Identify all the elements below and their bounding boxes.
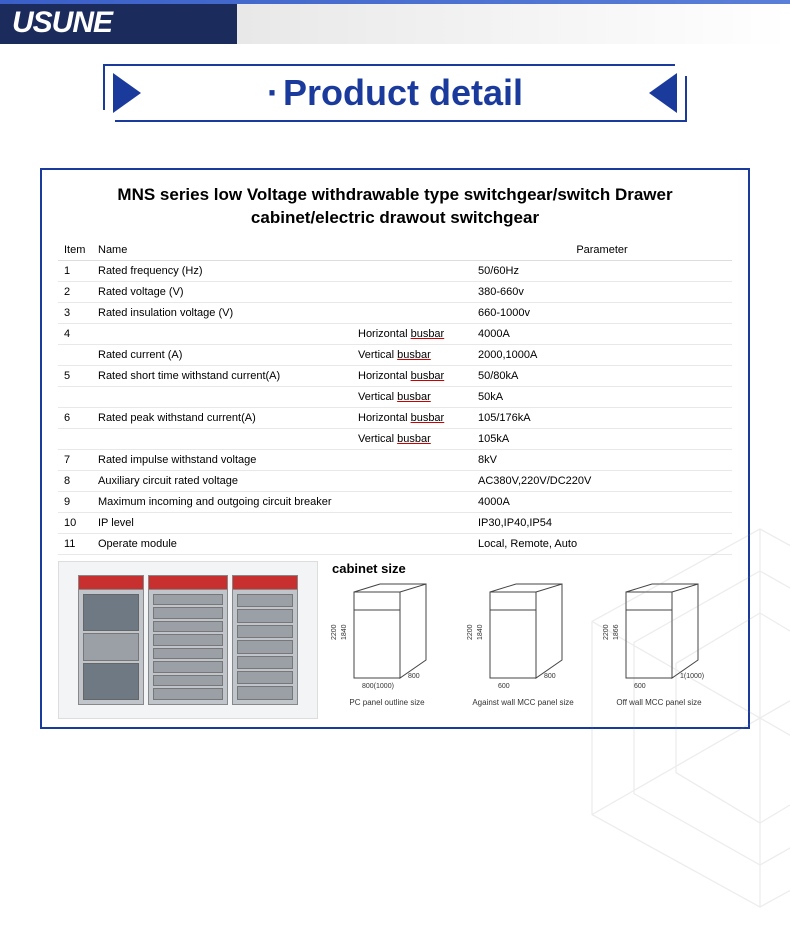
table-row: 11Operate moduleLocal, Remote, Auto [58,533,732,554]
spec-card: MNS series low Voltage withdrawable type… [40,168,750,729]
bottom-row: cabinet size 22001840800(1000)800PC pane… [58,561,732,719]
table-row: 7Rated impulse withstand voltage8kV [58,449,732,470]
table-row: 2Rated voltage (V)380-660v [58,281,732,302]
svg-text:800: 800 [408,673,420,680]
spec-table: Item Name Parameter 1Rated frequency (Hz… [58,240,732,555]
table-row: 8Auxiliary circuit rated voltageAC380V,2… [58,470,732,491]
table-row: Vertical busbar105kA [58,428,732,449]
product-photo [58,561,318,719]
svg-text:1840: 1840 [477,624,484,640]
col-name: Name [92,240,472,261]
table-row: 9Maximum incoming and outgoing circuit b… [58,491,732,512]
table-row: 10IP levelIP30,IP40,IP54 [58,512,732,533]
sizes-title: cabinet size [332,561,732,576]
svg-text:1(1000): 1(1000) [680,673,704,680]
svg-text:2200: 2200 [331,624,338,640]
svg-text:2200: 2200 [467,624,474,640]
svg-text:1840: 1840 [341,624,348,640]
banner: Product detail [103,64,687,122]
size-diagram: 22001840600800Against wall MCC panel siz… [464,582,582,707]
table-row: 4Horizontal busbar4000A [58,323,732,344]
arrow-left-icon [113,73,141,113]
svg-text:600: 600 [498,683,510,690]
top-bar: USUNE [0,0,790,44]
col-item: Item [58,240,92,261]
table-row: 1Rated frequency (Hz)50/60Hz [58,260,732,281]
col-param: Parameter [472,240,732,261]
svg-text:1866: 1866 [613,624,620,640]
svg-text:2200: 2200 [603,624,610,640]
svg-text:800: 800 [544,673,556,680]
cabinet-sizes: cabinet size 22001840800(1000)800PC pane… [328,561,732,719]
size-diagram: 22001840800(1000)800PC panel outline siz… [328,582,446,707]
card-title: MNS series low Voltage withdrawable type… [58,184,732,230]
table-row: Rated current (A)Vertical busbar2000,100… [58,344,732,365]
svg-text:600: 600 [634,683,646,690]
table-row: 3Rated insulation voltage (V)660-1000v [58,302,732,323]
arrow-right-icon [649,73,677,113]
table-row: Vertical busbar50kA [58,386,732,407]
brand-logo: USUNE [12,6,112,40]
size-diagram: 220018666001(1000)Off wall MCC panel siz… [600,582,718,707]
svg-text:800(1000): 800(1000) [362,683,394,690]
table-header: Item Name Parameter [58,240,732,261]
table-row: 6Rated peak withstand current(A)Horizont… [58,407,732,428]
table-row: 5Rated short time withstand current(A)Ho… [58,365,732,386]
